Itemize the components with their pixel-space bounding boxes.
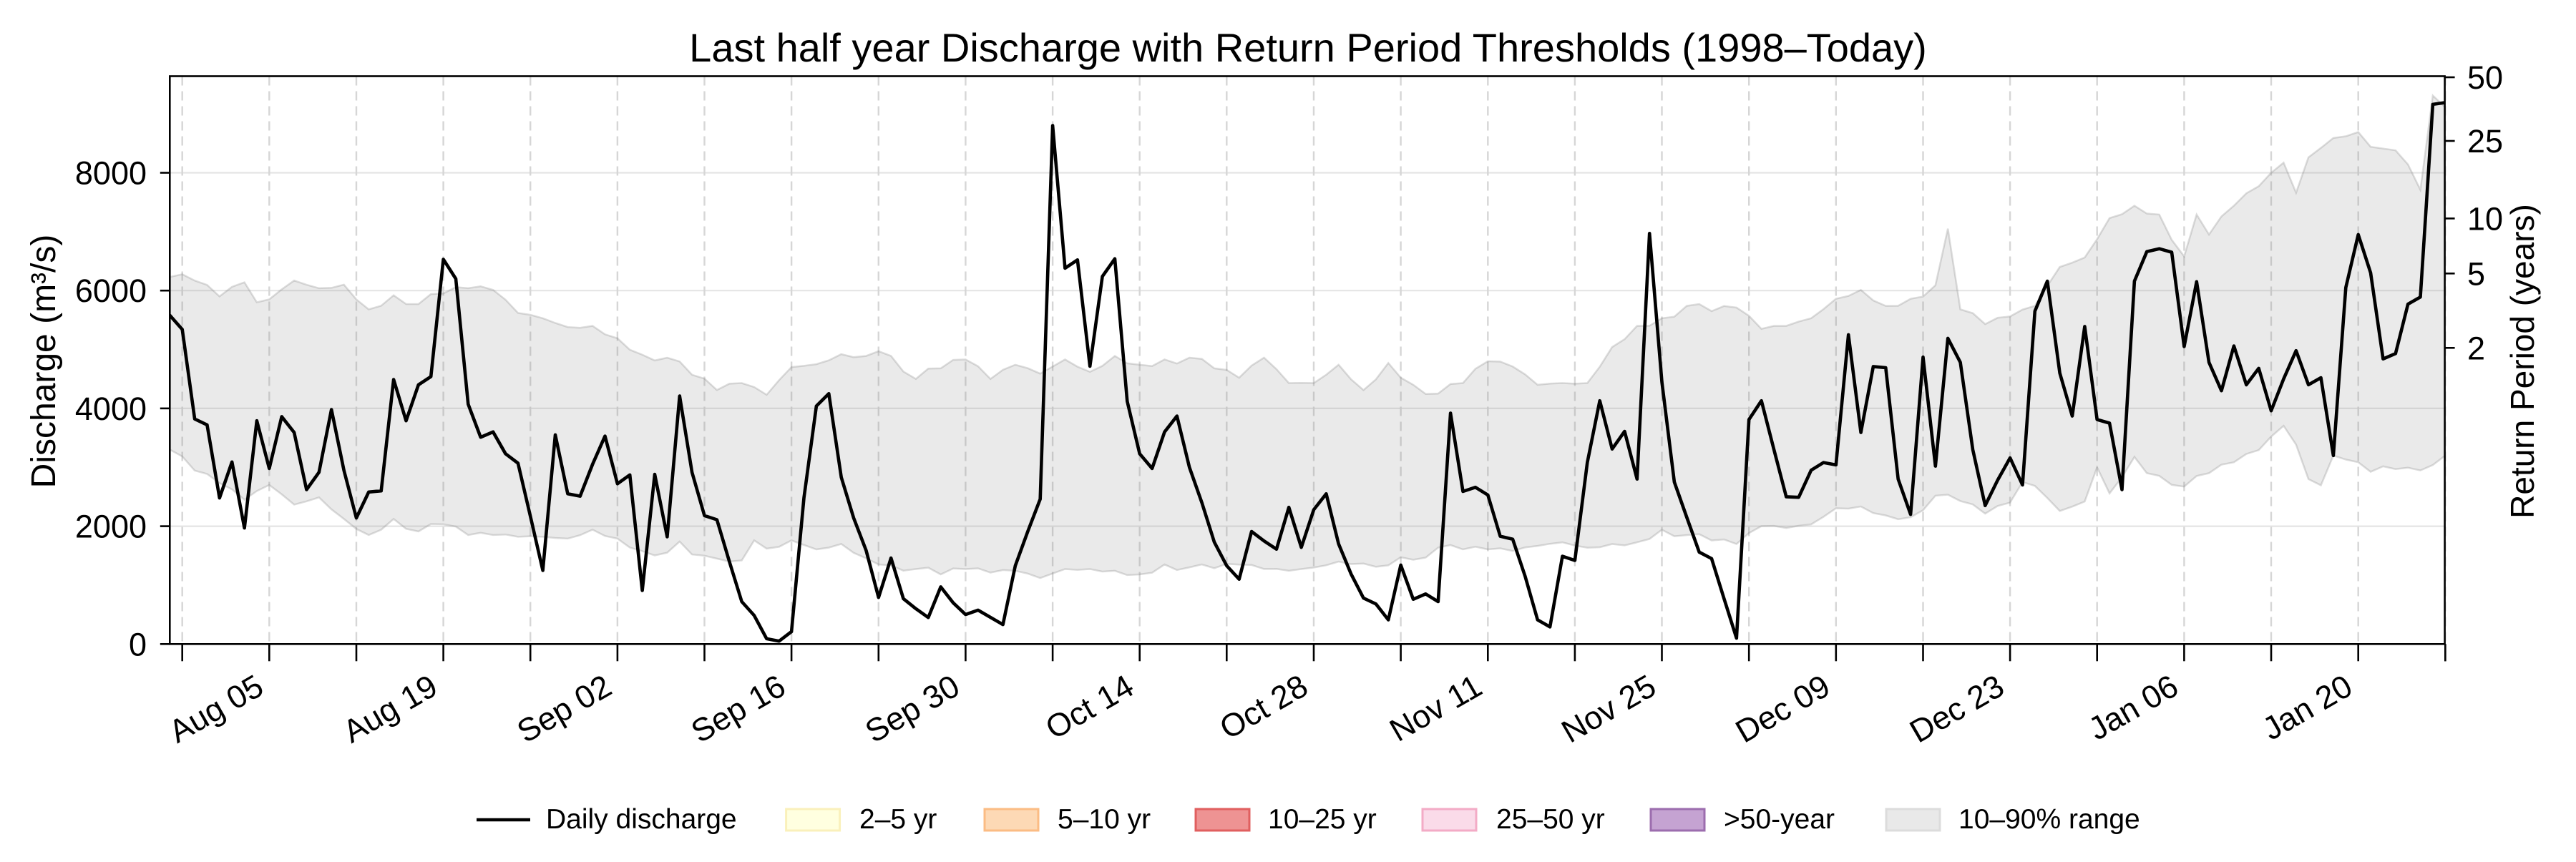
svg-text:Discharge (m³/s): Discharge (m³/s) [25, 235, 63, 489]
svg-text:Return Period (years): Return Period (years) [2504, 204, 2541, 519]
svg-text:2000: 2000 [75, 509, 147, 545]
svg-text:5–10 yr: 5–10 yr [1058, 804, 1151, 835]
svg-text:Daily discharge: Daily discharge [546, 804, 737, 835]
svg-text:>50-year: >50-year [1724, 804, 1835, 835]
svg-text:2–5 yr: 2–5 yr [859, 804, 937, 835]
svg-text:Last half year Discharge with: Last half year Discharge with Return Per… [689, 25, 1927, 70]
svg-text:50: 50 [2467, 59, 2503, 96]
svg-text:10–25 yr: 10–25 yr [1268, 804, 1377, 835]
svg-text:25–50 yr: 25–50 yr [1496, 804, 1605, 835]
svg-text:8000: 8000 [75, 155, 147, 192]
svg-text:6000: 6000 [75, 273, 147, 309]
svg-text:2: 2 [2467, 330, 2485, 366]
svg-text:0: 0 [129, 626, 147, 662]
svg-text:10–90% range: 10–90% range [1958, 804, 2140, 835]
svg-text:10: 10 [2467, 200, 2503, 237]
svg-text:4000: 4000 [75, 391, 147, 427]
svg-text:25: 25 [2467, 123, 2503, 160]
svg-text:5: 5 [2467, 255, 2485, 292]
